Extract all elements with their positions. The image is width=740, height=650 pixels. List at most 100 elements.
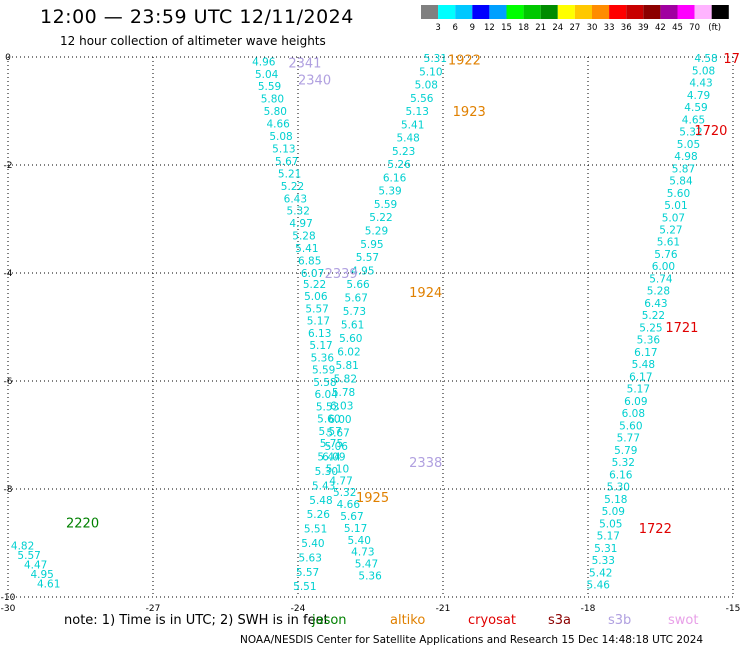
y-tick-label: -10: [1, 593, 16, 603]
wave-height-value: 6.17: [634, 347, 657, 359]
wave-height-value: 5.66: [346, 279, 370, 291]
legend-jason: jason: [312, 613, 347, 628]
wave-height-value: 5.67: [340, 511, 363, 523]
wave-height-value: 5.26: [387, 159, 411, 171]
pass-time-label: 1719: [723, 52, 740, 67]
wave-height-value: 4.58: [694, 53, 717, 65]
wave-height-value: 5.76: [654, 249, 678, 261]
colorbar-label: 24: [552, 23, 563, 33]
x-tick-label: -27: [146, 604, 161, 614]
colorbar-label: 36: [621, 23, 632, 33]
wave-height-value: 5.74: [649, 273, 673, 285]
pass-time-label: 1720: [694, 124, 727, 139]
wave-height-value: 5.09: [602, 506, 625, 518]
wave-height-value: 5.17: [309, 340, 332, 352]
colorbar-swatch: [455, 5, 473, 19]
track-jason-mid-c: 6.095.104.775.324.665.675.175.404.735.47…: [322, 452, 382, 583]
colorbar-swatch: [711, 5, 729, 19]
wave-height-value: 5.32: [612, 457, 635, 469]
wave-height-value: 5.87: [672, 163, 695, 175]
track-jason-main-b: 5.225.065.575.176.135.175.365.595.586.04…: [303, 279, 343, 450]
wave-height-value: 6.00: [652, 261, 675, 273]
wave-height-value: 6.00: [328, 414, 351, 426]
colorbar-label: 12: [484, 23, 495, 33]
wave-height-value: 5.51: [293, 581, 316, 593]
wave-height-value: 5.59: [258, 81, 281, 93]
wave-height-value: 5.25: [639, 322, 662, 334]
track-jason-mid-b: 5.665.675.735.615.606.025.815.825.786.03…: [325, 279, 370, 453]
wave-height-value: 6.04: [315, 389, 339, 401]
x-tick-label: -15: [726, 604, 740, 614]
wave-height-value: 5.22: [303, 279, 326, 291]
wave-height-value: 5.06: [304, 291, 328, 303]
wave-height-value: 6.85: [298, 256, 321, 268]
wave-height-value: 5.04: [255, 69, 279, 81]
wave-height-value: 5.31: [424, 53, 447, 65]
wave-height-value: 4.47: [24, 560, 47, 572]
wave-height-value: 5.27: [659, 224, 682, 236]
wave-height-value: 5.81: [335, 360, 358, 372]
wave-height-value: 6.08: [622, 408, 645, 420]
x-tick-label: -24: [291, 604, 306, 614]
wave-height-value: 5.08: [692, 65, 715, 77]
wave-height-value: 5.80: [261, 94, 284, 106]
wave-height-value: 5.32: [287, 206, 310, 218]
wave-height-value: 5.32: [679, 127, 702, 139]
wave-height-value: 5.58: [313, 377, 336, 389]
pass-labels: 2220 2341 2340 2339 2338 1922 1923 1924 1925 1719…: [66, 52, 740, 537]
wave-height-value: 6.02: [337, 346, 360, 358]
wave-height-value: 5.61: [657, 237, 680, 249]
wave-height-value: 5.63: [299, 552, 322, 564]
wave-height-value: 5.21: [278, 168, 301, 180]
y-tick-label: -6: [4, 377, 13, 387]
colorbar-swatch: [540, 5, 558, 19]
wave-height-value: 5.08: [415, 80, 438, 92]
wave-height-value: 4.82: [11, 541, 34, 553]
wave-height-value: 5.22: [642, 310, 665, 322]
wave-height-value: 5.44: [317, 452, 341, 464]
wave-height-value: 5.60: [667, 188, 690, 200]
wave-height-value: 4.66: [337, 499, 361, 511]
wave-height-value: 6.16: [609, 469, 633, 481]
wave-height-value: 5.36: [358, 570, 382, 582]
wave-height-value: 6.09: [624, 396, 647, 408]
pass-time-label: 2341: [288, 56, 321, 71]
wave-height-value: 5.42: [589, 567, 612, 579]
y-tick-label: -4: [4, 269, 13, 279]
colorbar-label: 6: [452, 23, 457, 33]
wave-height-value: 5.22: [281, 181, 304, 193]
wave-height-value: 5.78: [332, 387, 355, 399]
wave-height-value: 5.77: [617, 433, 640, 445]
wave-height-value: 5.36: [637, 335, 661, 347]
wave-height-value: 5.32: [333, 487, 356, 499]
colorbar-label: 70: [689, 23, 700, 33]
x-tick-label: -21: [436, 604, 451, 614]
altimeter-tracks: 4.825.574.474.954.614.965.045.595.805.80…: [11, 53, 718, 593]
pass-time-label: 1722: [639, 522, 672, 537]
wave-height-value: 5.57: [305, 303, 328, 315]
colorbar-swatch: [472, 5, 490, 19]
wave-height-value: 5.18: [604, 494, 627, 506]
track-jason-east: 4.585.084.434.794.594.655.325.054.985.87…: [587, 53, 718, 592]
wave-height-value: 6.43: [284, 193, 307, 205]
wave-height-value: 5.59: [312, 365, 335, 377]
wave-height-value: 5.59: [374, 199, 397, 211]
wave-height-value: 6.03: [330, 400, 353, 412]
wave-height-value: 5.56: [410, 93, 434, 105]
wave-height-value: 5.17: [307, 316, 330, 328]
legend-s3b: s3b: [608, 613, 632, 628]
wave-height-value: 6.17: [629, 371, 652, 383]
wave-height-value: 5.31: [594, 543, 617, 555]
axis-ticks: -30 -27 -24 -21 -18 -15 0 -2 -4 -6 -8 -10: [1, 53, 740, 614]
y-tick-label: 0: [5, 53, 11, 63]
wave-height-value: 5.23: [392, 146, 415, 158]
wave-height-value: 6.09: [322, 452, 345, 464]
colorbar-label: 33: [604, 23, 615, 33]
x-tick-label: -18: [581, 604, 596, 614]
wave-height-value: 5.29: [365, 226, 388, 238]
wave-height-value: 5.67: [345, 292, 368, 304]
wave-height-value: 4.66: [266, 119, 290, 131]
pass-time-label: 1925: [356, 491, 389, 506]
wave-height-value: 4.59: [684, 102, 707, 114]
